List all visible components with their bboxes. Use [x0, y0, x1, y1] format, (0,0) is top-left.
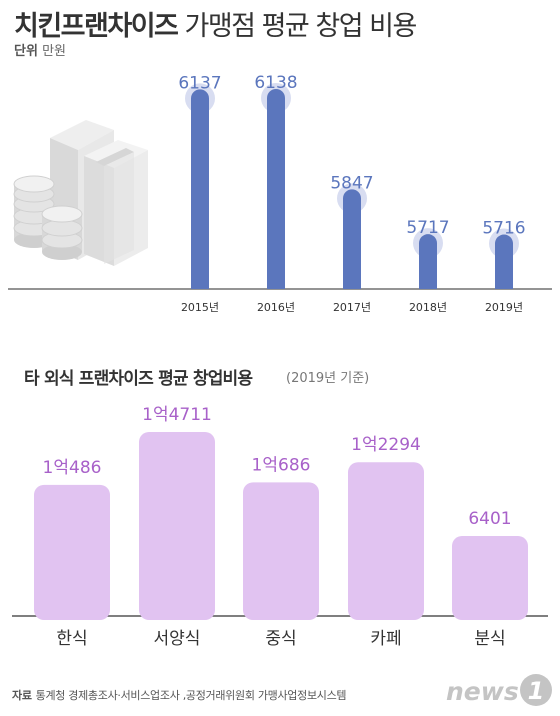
source-text: 통계청 경제총조사·서비스업조사 ,공정거래위원회 가맹사업정보시스템 — [35, 689, 347, 702]
value-label-3: 1억686 — [252, 455, 311, 475]
title-bold: 치킨프랜차이즈 — [14, 11, 179, 42]
category-label-3: 2017년 — [333, 301, 371, 314]
value-label-4: 5717 — [406, 218, 449, 238]
chart-other-franchise-cost: 1억486 한식 1억4711 서양식 1억686 중식 1억2294 카페 6401 분식 — [12, 405, 548, 649]
category-label-5: 2019년 — [485, 301, 523, 314]
bar-4 — [419, 234, 437, 289]
unit-value: 만원 — [42, 44, 66, 59]
bar-2 — [139, 432, 215, 620]
value-label-1: 1억486 — [43, 458, 102, 478]
source-note: 자료 통계청 경제총조사·서비스업조사 ,공정거래위원회 가맹사업정보시스템 — [12, 687, 347, 703]
page-title: 치킨프랜차이즈 가맹점 평균 창업 비용 — [14, 4, 417, 43]
bar-1 — [191, 89, 209, 290]
category-label-1: 한식 — [56, 629, 87, 649]
category-label-4: 2018년 — [409, 301, 447, 314]
value-label-1: 6137 — [178, 73, 221, 93]
title-rest: 가맹점 평균 창업 비용 — [184, 11, 417, 42]
value-label-2: 6138 — [254, 73, 297, 93]
money-stack-and-coins-icon — [13, 120, 148, 266]
category-label-3: 중식 — [265, 629, 296, 649]
value-label-4: 1억2294 — [351, 435, 421, 455]
category-label-4: 카페 — [370, 629, 401, 649]
bar-5 — [452, 535, 528, 620]
section-subnote: (2019년 기준) — [286, 371, 370, 386]
category-label-2: 서양식 — [154, 629, 201, 649]
bar-4 — [348, 462, 424, 620]
category-label-1: 2015년 — [181, 301, 219, 314]
bar-1 — [34, 484, 110, 620]
bar-2 — [267, 89, 285, 289]
section-subtitle: 타 외식 프랜차이즈 평균 창업비용 — [24, 369, 253, 389]
bar-5 — [495, 234, 513, 289]
category-label-2: 2016년 — [257, 301, 295, 314]
bar-3 — [343, 189, 361, 289]
value-label-3: 5847 — [330, 173, 373, 193]
logo-word: news — [446, 677, 519, 706]
value-label-5: 6401 — [468, 509, 511, 529]
logo-number: 1 — [528, 677, 545, 705]
category-label-5: 분식 — [474, 629, 505, 649]
source-label: 자료 — [12, 689, 32, 702]
value-label-2: 1억4711 — [142, 405, 212, 425]
value-label-5: 5716 — [482, 219, 525, 239]
unit-label: 단위 만원 — [14, 40, 66, 59]
unit-key: 단위 — [14, 44, 38, 59]
bar-3 — [243, 482, 319, 620]
chart-chicken-franchise-cost: 6137 2015년 6138 2016년 5847 2017년 5717 2018년 5716… — [8, 73, 552, 314]
news1-logo: news 1 — [446, 674, 552, 706]
